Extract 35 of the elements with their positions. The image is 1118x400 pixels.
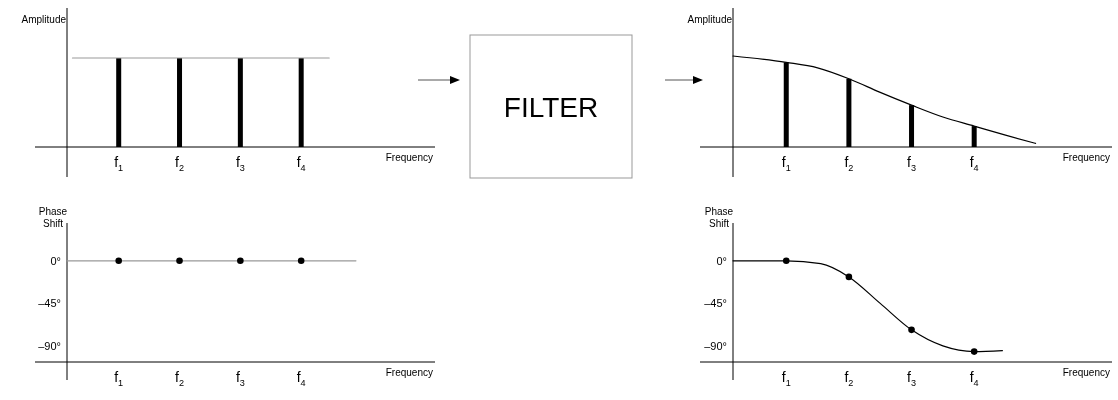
x-tick-label: f$_{4}$: [296, 369, 306, 389]
x-axis-title: Frequency: [1062, 152, 1110, 163]
y-tick-label: –45°: [38, 297, 61, 310]
x-axis-title: Frequency: [1062, 367, 1110, 378]
point: [908, 326, 915, 334]
x-tick-label: f$_{1}$: [781, 369, 791, 389]
y-tick-label: 0°: [50, 254, 61, 267]
point: [845, 273, 853, 281]
y-tick-label: –90°: [38, 339, 61, 352]
x-tick-label: f$_{2}$: [844, 154, 854, 174]
x-tick-label: f$_{3}$: [907, 369, 917, 389]
y-tick-label: 0°: [716, 254, 727, 267]
x-axis-title: Frequency: [385, 367, 433, 378]
x-tick-label: f$_{4}$: [969, 154, 979, 174]
x-tick-label: f$_{3}$: [907, 154, 917, 174]
x-tick-label: f$_{2}$: [175, 154, 185, 174]
y-tick-label: –90°: [704, 339, 727, 352]
y-axis-title: Phase Shift: [704, 206, 734, 229]
y-axis-title: Amplitude: [21, 14, 67, 25]
text: FILTER: [503, 91, 599, 123]
x-tick-label: f$_{2}$: [844, 369, 854, 389]
x-tick-label: f$_{2}$: [175, 369, 185, 389]
x-tick-label: f$_{3}$: [235, 154, 245, 174]
point: [970, 348, 978, 355]
x-tick-label: f$_{3}$: [235, 369, 245, 389]
x-tick-label: f$_{1}$: [114, 154, 124, 174]
x-tick-label: f$_{1}$: [114, 369, 124, 389]
y-axis-title: Phase Shift: [38, 206, 68, 229]
x-tick-label: f$_{1}$: [781, 154, 791, 174]
x-axis-title: Frequency: [385, 152, 433, 163]
point: [782, 257, 790, 265]
x-tick-label: f$_{4}$: [969, 369, 979, 389]
x-tick-label: f$_{4}$: [296, 154, 306, 174]
y-tick-label: –45°: [704, 297, 727, 310]
y-axis-title: Amplitude: [687, 14, 733, 25]
